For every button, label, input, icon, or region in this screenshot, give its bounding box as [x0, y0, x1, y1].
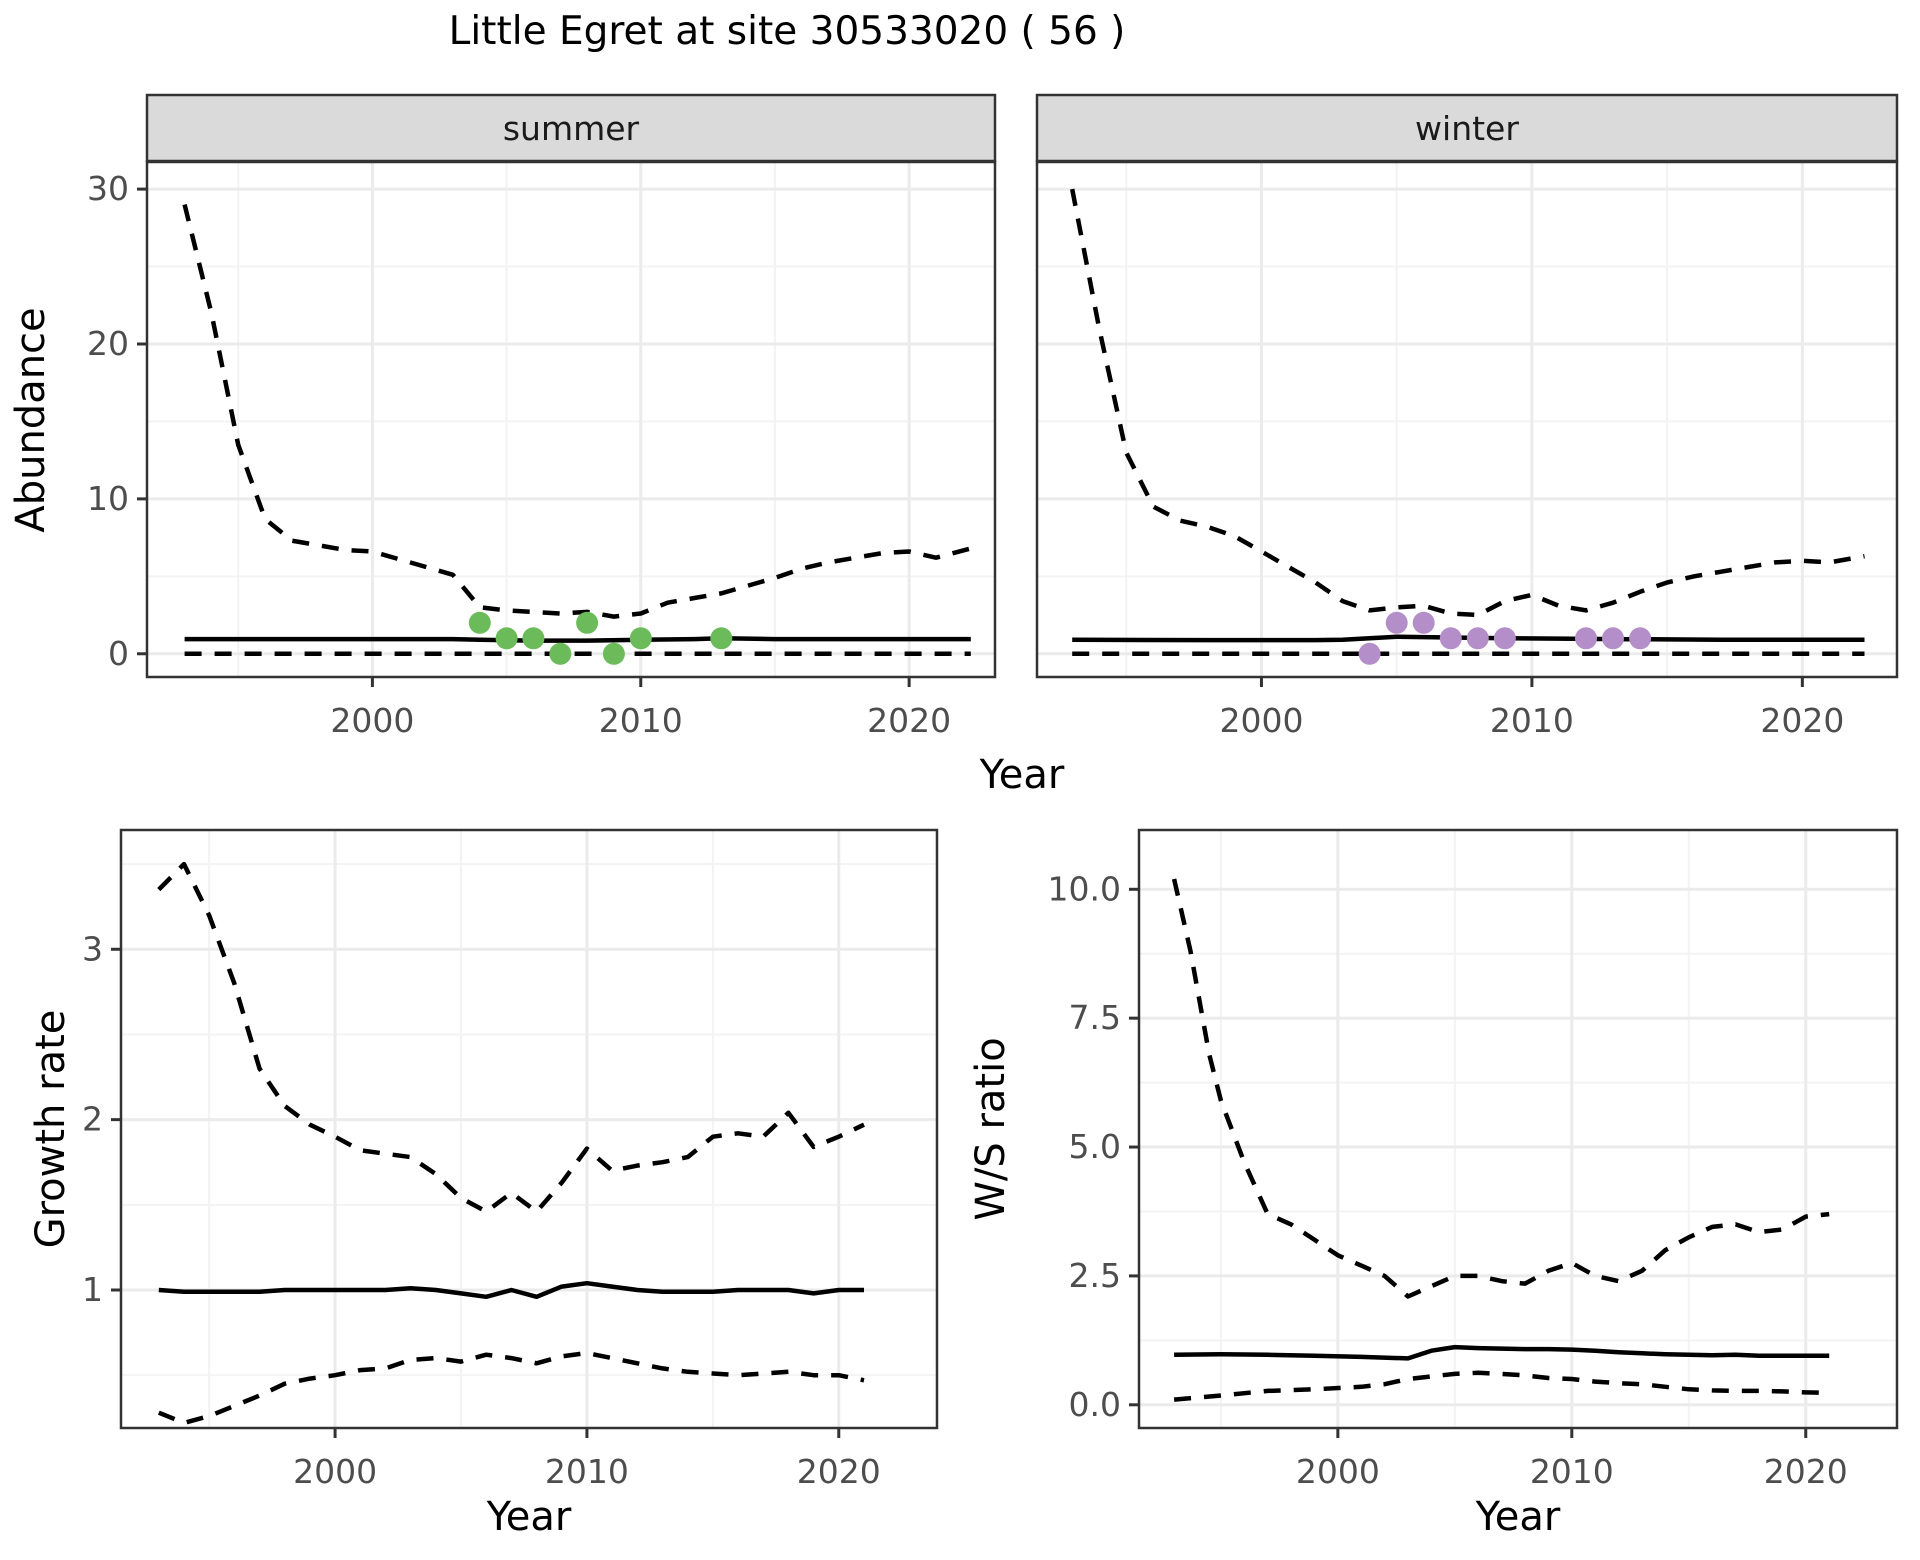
growth-rate-axis-title: Growth rate	[28, 1010, 74, 1249]
ws_ratio-y-tick-label: 7.5	[1069, 998, 1121, 1037]
summer-x-tick-label: 2020	[867, 701, 951, 740]
ws_ratio-panel-background	[1139, 830, 1897, 1428]
winter-point	[1385, 611, 1408, 634]
summer-x-tick-label: 2000	[330, 701, 414, 740]
ws_ratio-x-tick-label: 2000	[1296, 1452, 1380, 1491]
winter-point	[1358, 642, 1381, 665]
growth_rate-y-tick-label: 3	[82, 929, 103, 968]
facet-strip-background	[145, 93, 997, 163]
panel-summer: 2000 2010 2020 0 10 20 30 summer	[87, 93, 997, 740]
ws_ratio-upper-ci-curve	[1171, 878, 1830, 1299]
winter-panel-background	[1037, 162, 1897, 677]
winter-x-axis: 2000 2010 2020	[1219, 677, 1844, 740]
ws_ratio-y-tick-label: 5.0	[1069, 1127, 1121, 1166]
facet-strip-winter: winter	[1035, 93, 1899, 163]
winter-point	[1602, 627, 1624, 650]
panel-ws_ratio: 2000 2010 2020 0.0 2.5 5.0 7.5 10.0	[1048, 828, 1899, 1491]
ws_ratio-y-tick-label: 10.0	[1048, 869, 1121, 908]
panel-winter: 2000 2010 2020 winter	[1035, 93, 1899, 740]
ws_ratio-x-axis: 2000 2010 2020	[1296, 1428, 1848, 1491]
ws_ratio-x-tick-label: 2010	[1530, 1452, 1614, 1491]
summer-panel-background	[147, 162, 995, 677]
summer-gridlines	[147, 162, 995, 677]
growth_rate-x-tick-label: 2000	[293, 1452, 377, 1491]
winter-observations	[1358, 611, 1652, 665]
growth_rate-y-tick-label: 1	[82, 1270, 103, 1309]
ws_ratio-y-axis: 0.0 2.5 5.0 7.5 10.0	[1048, 869, 1139, 1424]
winter-point	[1466, 627, 1489, 650]
growth_rate-upper-ci-curve	[157, 861, 865, 1214]
bottom-right-year-axis-title: Year	[1475, 1494, 1561, 1540]
summer-point	[495, 627, 518, 650]
growth_rate-x-tick-label: 2020	[797, 1452, 881, 1491]
growth_rate-x-tick-label: 2010	[545, 1452, 629, 1491]
summer-y-tick-label: 10	[87, 479, 129, 518]
summer-y-tick-label: 30	[87, 169, 129, 208]
ws_ratio-x-tick-label: 2020	[1764, 1452, 1848, 1491]
winter-point	[1439, 627, 1462, 650]
summer-point	[522, 627, 545, 650]
ws-ratio-axis-title: W/S ratio	[968, 1037, 1014, 1220]
winter-upper-ci-curve	[1069, 188, 1865, 618]
ws_ratio-lower-ci-curve	[1173, 1370, 1830, 1402]
summer-point	[602, 642, 625, 665]
summer-y-axis: 0 10 20 30	[87, 169, 147, 673]
summer-x-tick-label: 2010	[599, 701, 683, 740]
ws_ratio-y-tick-label: 2.5	[1069, 1256, 1121, 1295]
plot-title: Little Egret at site 30533020 ( 56 )	[449, 9, 1126, 54]
growth_rate-panel-background	[121, 830, 937, 1428]
growth_rate-median-curve	[158, 1280, 864, 1300]
growth_rate-x-axis: 2000 2010 2020	[293, 1428, 881, 1491]
facet-strip-summer: summer	[145, 93, 997, 163]
ws_ratio-panel-border	[1137, 828, 1899, 1430]
winter-point	[1629, 627, 1652, 650]
top-year-axis-title: Year	[979, 752, 1065, 798]
growth_rate-y-axis: 1 2 3	[82, 929, 121, 1309]
facet-strip-label-summer: summer	[503, 109, 640, 148]
summer-point	[710, 627, 733, 650]
growth_rate-y-tick-label: 2	[82, 1100, 103, 1139]
summer-median-curve	[184, 636, 971, 643]
winter-x-tick-label: 2020	[1760, 701, 1844, 740]
summer-point	[549, 642, 572, 665]
bottom-left-year-axis-title: Year	[486, 1494, 572, 1540]
growth_rate-lower-ci-curve	[157, 1350, 865, 1426]
winter-point	[1412, 611, 1435, 634]
abundance-axis-title: Abundance	[8, 307, 54, 532]
summer-upper-ci-curve	[182, 204, 972, 619]
summer-y-tick-label: 20	[87, 324, 129, 363]
facet-strip-label-winter: winter	[1415, 109, 1519, 148]
panels-container: 2000 2010 2020 0 10 20 30 summer 2000 2010 2020 win…	[82, 93, 1899, 1491]
winter-point	[1575, 627, 1597, 650]
growth_rate-panel-border	[119, 828, 939, 1430]
summer-point	[629, 627, 652, 650]
winter-x-tick-label: 2010	[1490, 701, 1574, 740]
panel-growth_rate: 2000 2010 2020 1 2 3	[82, 828, 939, 1491]
ws_ratio-y-tick-label: 0.0	[1069, 1385, 1121, 1424]
summer-x-axis: 2000 2010 2020	[330, 677, 951, 740]
ws_ratio-median-curve	[1174, 1344, 1830, 1361]
summer-point	[468, 611, 491, 634]
winter-x-tick-label: 2000	[1219, 701, 1303, 740]
winter-point	[1493, 627, 1516, 650]
winter-gridlines	[1037, 162, 1897, 677]
summer-y-tick-label: 0	[108, 634, 129, 673]
summer-point	[576, 611, 599, 634]
summer-observations	[468, 611, 733, 665]
facet-strip-background	[1035, 93, 1899, 163]
